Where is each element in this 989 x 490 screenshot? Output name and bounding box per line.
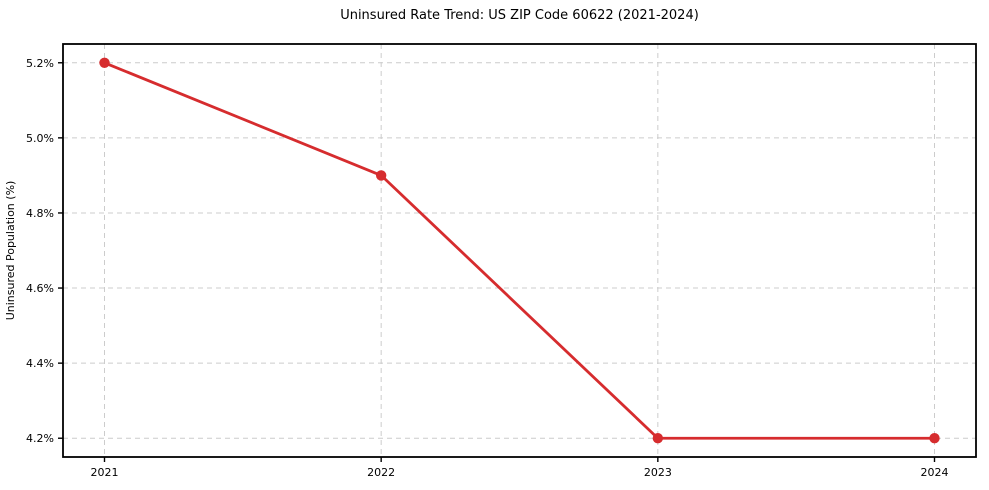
trend-line: [103, 61, 936, 440]
y-axis-label: Uninsured Population (%): [4, 181, 17, 321]
x-tick-label: 2024: [921, 466, 949, 479]
data-point-2021: [99, 57, 110, 68]
y-tick-label: 4.4%: [26, 357, 54, 370]
plot-border: [62, 43, 977, 458]
data-point-2023: [652, 433, 664, 444]
x-tick-label: 2022: [367, 466, 395, 479]
y-tick-label: 4.6%: [26, 282, 54, 295]
x-tick-label: 2023: [644, 466, 672, 479]
chart-title: Uninsured Rate Trend: US ZIP Code 60622 …: [340, 8, 699, 23]
y-tick-label: 5.0%: [26, 132, 54, 145]
data-point-2022: [375, 170, 387, 181]
y-tick-label: 4.8%: [26, 207, 54, 220]
data-point-2024: [929, 433, 940, 444]
y-tick-label: 5.2%: [26, 57, 54, 70]
y-tick-label: 4.2%: [26, 432, 54, 445]
x-tick-label: 2021: [91, 466, 119, 479]
